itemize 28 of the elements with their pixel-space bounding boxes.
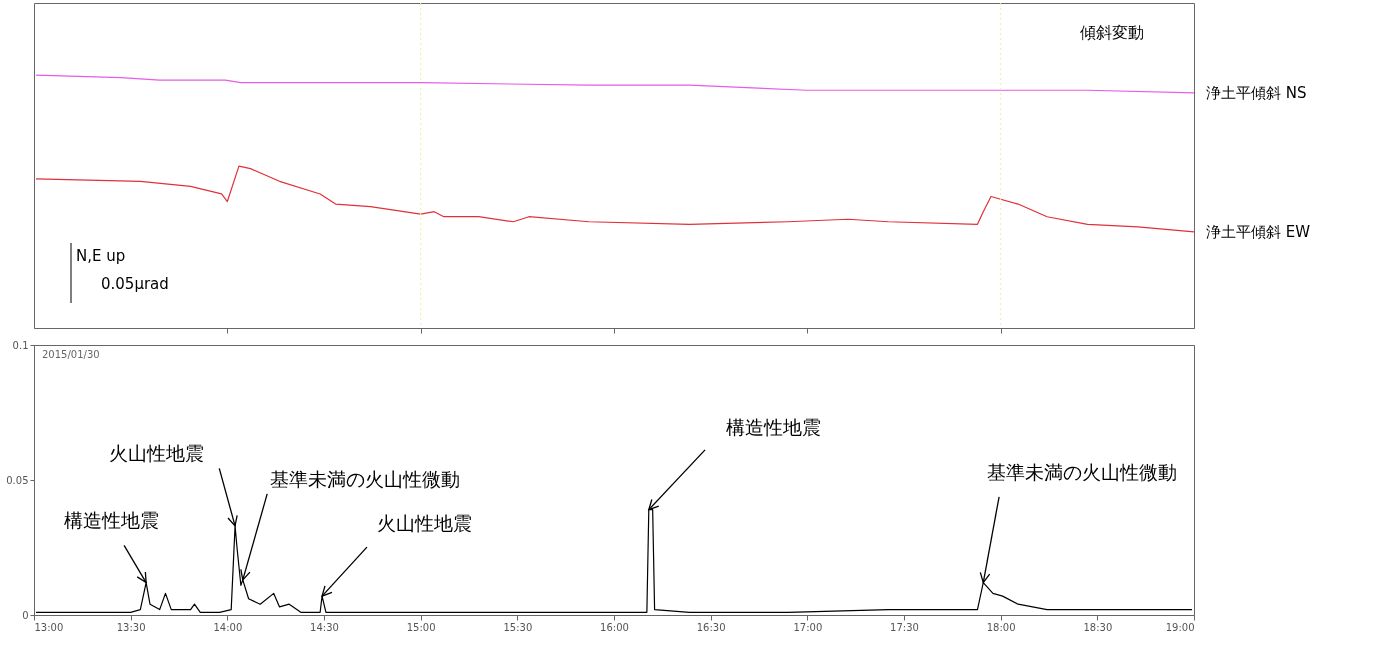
annotation: 火山性地震 — [376, 512, 472, 535]
x-tick-label: 18:30 — [1083, 621, 1113, 633]
x-tick-label: 17:00 — [793, 621, 823, 633]
x-tick-label: 16:30 — [696, 621, 726, 633]
x-tick-label: 17:30 — [890, 621, 919, 633]
y-tick-label: 0.05 — [6, 474, 29, 486]
annotation: 基準未満の火山性微動 — [987, 460, 1178, 483]
x-tick-label: 14:30 — [310, 621, 339, 633]
y-tick-label: 0.1 — [12, 339, 29, 351]
x-tick-label: 19:00 — [1165, 621, 1195, 633]
chart-title: 傾斜変動 — [1080, 23, 1144, 42]
x-tick-label: 15:00 — [406, 621, 436, 633]
annotation: 基準未満の火山性微動 — [269, 467, 460, 490]
x-tick-label: 16:00 — [600, 621, 629, 633]
annotation: 構造性地震 — [726, 415, 822, 438]
x-tick-label: 18:00 — [986, 621, 1016, 633]
annotation: 0.05μrad — [101, 275, 169, 293]
x-tick-label: 14:00 — [213, 621, 243, 633]
x-tick-label: 13:00 — [34, 621, 64, 633]
annotation: 2015/01/30 — [42, 349, 100, 360]
x-tick-label: 15:30 — [503, 621, 533, 633]
annotation: N,E up — [76, 247, 126, 265]
x-tick-label: 13:30 — [116, 621, 146, 633]
annotation: 火山性地震 — [108, 441, 204, 464]
series-label: 浄土平傾斜 NS — [1206, 83, 1307, 102]
annotation: 構造性地震 — [63, 508, 159, 531]
y-tick-label: 0 — [22, 609, 29, 621]
series-label: 浄土平傾斜 EW — [1206, 222, 1311, 241]
